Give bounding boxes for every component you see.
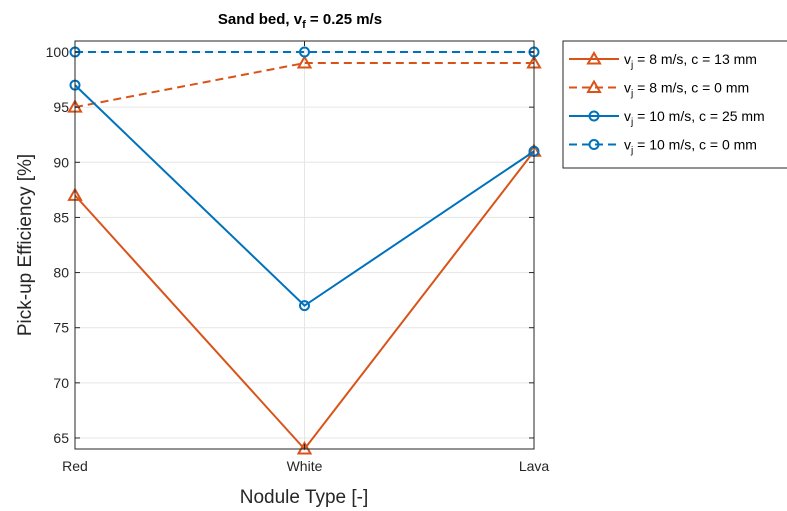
legend-label: vj = 10 m/s, c = 0 mm: [624, 137, 757, 157]
series-line: [74, 84, 535, 307]
legend-item: vj = 8 m/s, c = 13 mm: [569, 50, 757, 71]
x-tick-label: Lava: [519, 458, 550, 474]
y-tick-label: 70: [53, 375, 69, 391]
y-tick-label: 65: [53, 430, 69, 446]
y-tick-label: 95: [53, 99, 69, 115]
axis-ticks: Red White Lava 65 70 75 80 85 90 95 100: [46, 41, 550, 474]
x-tick-label: Red: [62, 458, 88, 474]
legend-label: vj = 8 m/s, c = 13 mm: [624, 51, 757, 71]
legend-item: vj = 8 m/s, c = 0 mm: [569, 79, 749, 100]
title-main: Sand bed, v: [218, 11, 303, 28]
legend-marker: [586, 50, 602, 65]
legend-label: vj = 8 m/s, c = 0 mm: [624, 80, 749, 100]
title-tail: = 0.25 m/s: [306, 11, 382, 28]
legend-marker: [588, 139, 600, 150]
legend-label: vj = 10 m/s, c = 25 mm: [624, 108, 765, 128]
data-point-marker: [299, 46, 310, 58]
y-tick-label: 80: [53, 265, 69, 281]
data-point-marker: [296, 55, 313, 69]
y-tick-label: 75: [53, 320, 69, 336]
x-tick-label: White: [287, 458, 323, 474]
title-subscript: f: [302, 19, 306, 31]
y-tick-label: 100: [46, 44, 70, 60]
legend-item: vj = 10 m/s, c = 25 mm: [569, 108, 765, 128]
y-axis-label: Pick-up Efficiency [%]: [15, 154, 36, 336]
x-axis-label: Nodule Type [-]: [240, 487, 369, 508]
data-point-marker: [299, 300, 310, 312]
y-tick-label: 90: [53, 154, 69, 170]
legend: vj = 8 m/s, c = 13 mm vj = 8 m/s, c = 0 m…: [562, 40, 787, 169]
legend-marker: [588, 110, 600, 122]
legend-item: vj = 10 m/s, c = 0 mm: [569, 137, 757, 157]
chart-title: Sand bed, vf = 0.25 m/s: [218, 11, 382, 31]
data-point-marker: [296, 440, 313, 455]
grid-lines: [74, 41, 535, 449]
legend-marker: [586, 79, 602, 93]
y-tick-label: 85: [53, 209, 69, 225]
